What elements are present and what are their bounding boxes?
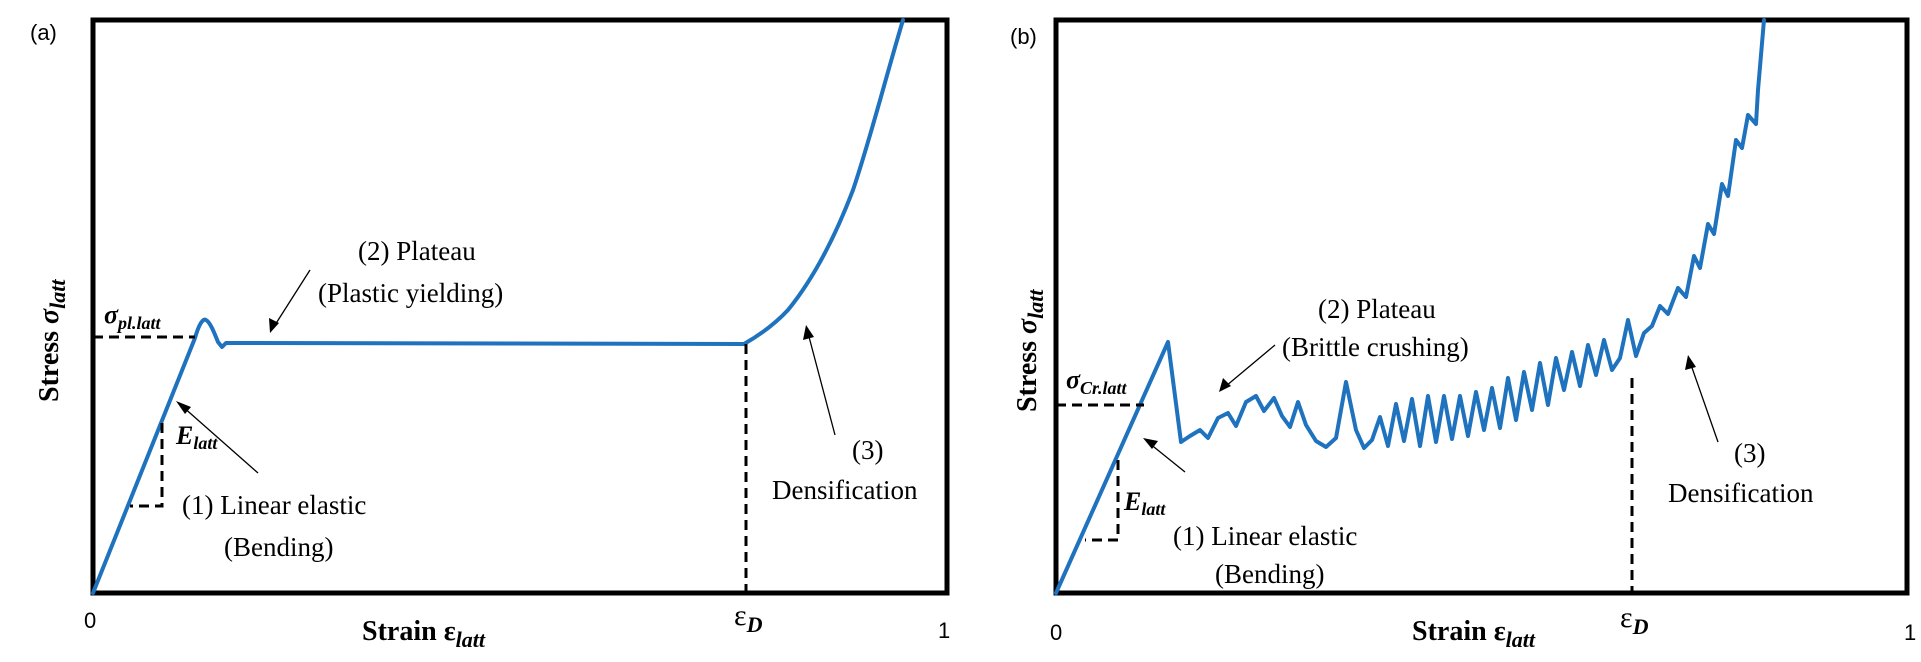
x-tick-densification: εD (734, 599, 763, 637)
region-3-annotation: (3) Densification (1668, 438, 1814, 508)
y-axis-label: Stress σlatt (1012, 289, 1048, 412)
svg-text:(3): (3) (852, 435, 883, 465)
region-2-annotation: (2) Plateau (Brittle crushing) (1282, 294, 1469, 362)
plot-frame (90, 17, 950, 596)
svg-text:Densification: Densification (772, 475, 918, 505)
svg-text:(1) Linear elastic: (1) Linear elastic (182, 490, 366, 520)
region-3-annotation: (3) Densification (772, 435, 918, 505)
pointer-arrows (176, 269, 836, 474)
modulus-marker: Elatt (175, 421, 218, 453)
x-tick-zero: 0 (84, 608, 96, 633)
panel-label: (a) (30, 20, 57, 45)
y-axis-label: Stress σlatt (34, 279, 70, 402)
panel-a: (a) Stress σlatt Strain εlatt 0 1 εD σpl… (30, 17, 950, 652)
plateau-stress-marker: σpl.latt (104, 300, 162, 333)
x-tick-densification: εD (1620, 601, 1649, 639)
panel-label: (b) (1010, 24, 1037, 49)
modulus-marker: Elatt (1123, 487, 1166, 519)
svg-text:(1) Linear elastic: (1) Linear elastic (1173, 521, 1357, 551)
region-1-annotation: (1) Linear elastic (Bending) (182, 490, 366, 562)
x-axis-label: Strain εlatt (1412, 616, 1536, 652)
panel-b: (b) Stress σlatt Strain εlatt 0 1 εD σCr… (1010, 17, 1916, 652)
svg-text:(Bending): (Bending) (224, 532, 333, 562)
x-axis-label: Strain εlatt (362, 616, 486, 652)
svg-text:(Plastic yielding): (Plastic yielding) (318, 278, 503, 308)
x-tick-one: 1 (938, 618, 950, 643)
x-tick-one: 1 (1904, 620, 1916, 645)
svg-text:(Bending): (Bending) (1215, 559, 1324, 589)
svg-text:(2) Plateau: (2) Plateau (1318, 294, 1436, 324)
x-tick-zero: 0 (1050, 620, 1062, 645)
region-2-annotation: (2) Plateau (Plastic yielding) (318, 236, 503, 308)
svg-text:(Brittle crushing): (Brittle crushing) (1282, 332, 1469, 362)
stress-strain-curve (1054, 18, 1766, 595)
modulus-slope-triangle (130, 423, 164, 508)
svg-text:Densification: Densification (1668, 478, 1814, 508)
region-1-annotation: (1) Linear elastic (Bending) (1173, 521, 1357, 589)
plot-frame (1053, 17, 1910, 596)
crushing-stress-marker: σCr.latt (1066, 365, 1128, 398)
svg-text:(3): (3) (1734, 438, 1765, 468)
stress-strain-curve (91, 18, 905, 595)
pointer-arrows (1143, 344, 1719, 473)
modulus-slope-triangle (1085, 460, 1120, 542)
svg-text:(2) Plateau: (2) Plateau (358, 236, 476, 266)
